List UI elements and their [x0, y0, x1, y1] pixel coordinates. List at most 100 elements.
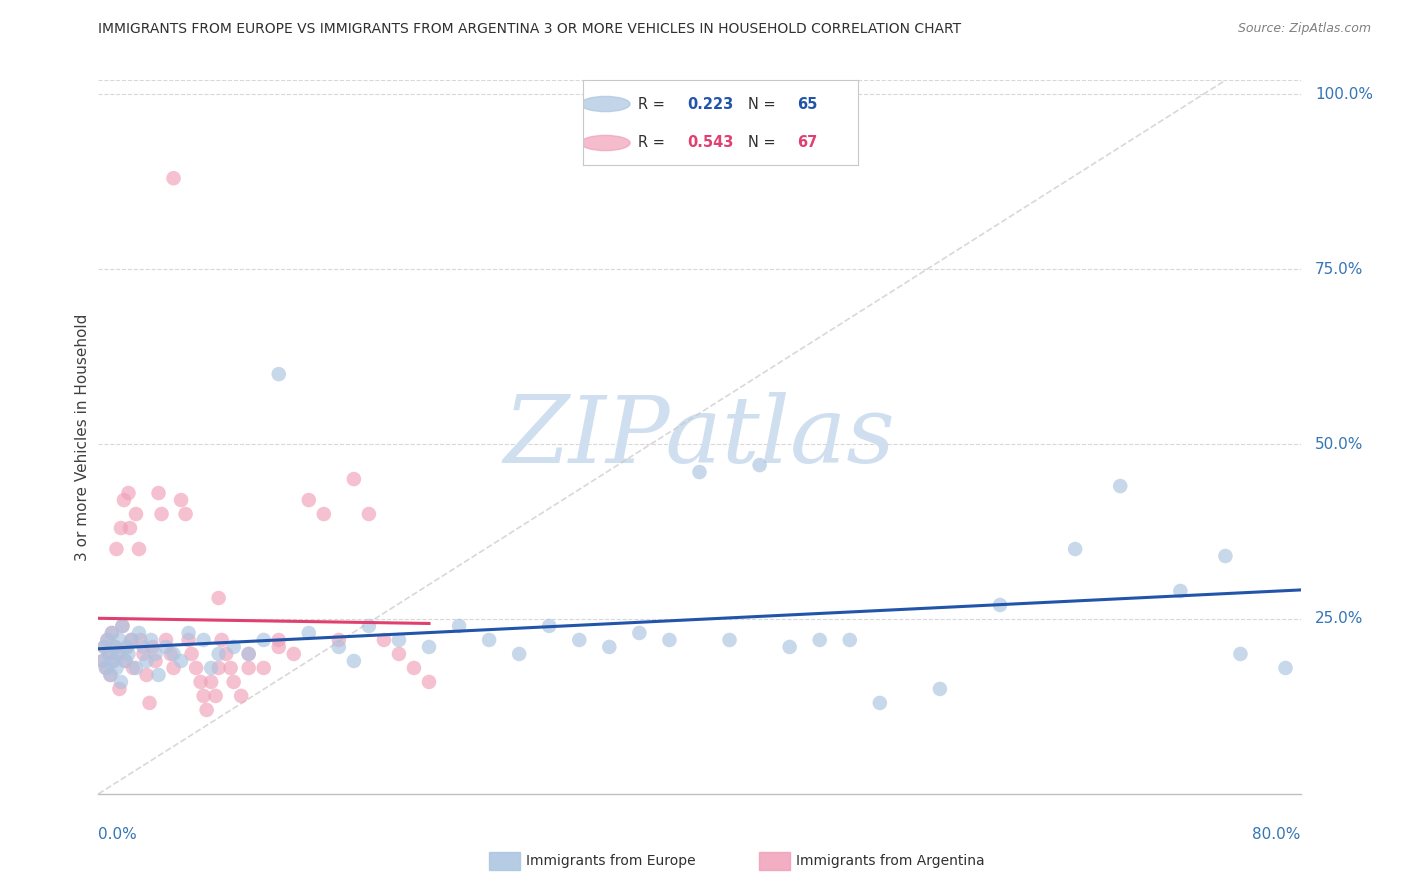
Point — [298, 626, 321, 640]
Point — [162, 647, 184, 661]
Point — [298, 493, 321, 508]
Point — [128, 541, 150, 556]
Y-axis label: 3 or more Vehicles in Household: 3 or more Vehicles in Household — [75, 313, 90, 561]
Point — [1215, 549, 1237, 563]
Text: N =: N = — [748, 136, 780, 151]
Point — [96, 632, 118, 647]
Point — [343, 654, 366, 668]
Point — [478, 632, 501, 647]
Point — [122, 661, 145, 675]
Text: 67: 67 — [797, 136, 818, 151]
Point — [148, 486, 170, 500]
Point — [1064, 541, 1087, 556]
Point — [200, 675, 222, 690]
Text: 50.0%: 50.0% — [1315, 436, 1364, 451]
Point — [1229, 647, 1251, 661]
Point — [162, 171, 184, 186]
Point — [779, 640, 801, 654]
Point — [96, 632, 118, 647]
Text: IMMIGRANTS FROM EUROPE VS IMMIGRANTS FROM ARGENTINA 3 OR MORE VEHICLES IN HOUSEH: IMMIGRANTS FROM EUROPE VS IMMIGRANTS FRO… — [98, 22, 962, 37]
Text: 65: 65 — [797, 96, 818, 112]
Point — [101, 626, 124, 640]
Point — [869, 696, 891, 710]
Point — [128, 626, 150, 640]
Point — [193, 689, 215, 703]
Point — [97, 647, 120, 661]
Text: R =: R = — [638, 136, 669, 151]
Point — [105, 541, 128, 556]
Point — [598, 640, 620, 654]
Point — [658, 632, 681, 647]
Point — [132, 647, 155, 661]
Point — [222, 675, 245, 690]
Point — [253, 632, 276, 647]
Point — [112, 493, 135, 508]
Point — [219, 661, 242, 675]
Text: N =: N = — [748, 96, 780, 112]
Point — [200, 661, 222, 675]
Text: Immigrants from Argentina: Immigrants from Argentina — [796, 854, 984, 868]
Point — [193, 632, 215, 647]
Point — [238, 647, 260, 661]
Point — [108, 632, 131, 647]
Point — [357, 507, 380, 521]
Point — [115, 640, 138, 654]
Point — [125, 507, 148, 521]
Point — [125, 661, 148, 675]
Point — [388, 647, 411, 661]
Point — [93, 640, 115, 654]
Point — [104, 640, 127, 654]
Point — [170, 493, 193, 508]
Point — [253, 661, 276, 675]
Point — [538, 619, 561, 633]
Point — [107, 647, 129, 661]
Point — [107, 647, 129, 661]
Point — [177, 632, 200, 647]
Text: ZIPatlas: ZIPatlas — [503, 392, 896, 482]
Point — [94, 661, 117, 675]
Point — [508, 647, 530, 661]
Point — [104, 640, 127, 654]
Point — [208, 647, 231, 661]
Point — [111, 619, 134, 633]
Point — [105, 661, 128, 675]
Point — [162, 661, 184, 675]
Point — [155, 640, 177, 654]
Point — [101, 626, 124, 640]
Point — [110, 675, 132, 690]
Point — [447, 619, 470, 633]
Text: 0.223: 0.223 — [688, 96, 734, 112]
Point — [418, 675, 440, 690]
Point — [838, 632, 860, 647]
Point — [357, 619, 380, 633]
Point — [111, 619, 134, 633]
Point — [121, 632, 143, 647]
Point — [1170, 584, 1192, 599]
Point — [388, 632, 411, 647]
Point — [100, 668, 122, 682]
Point — [343, 472, 366, 486]
Bar — [759, 852, 790, 870]
Point — [418, 640, 440, 654]
Point — [174, 507, 197, 521]
Point — [121, 632, 143, 647]
Point — [135, 654, 157, 668]
Point — [929, 681, 952, 696]
Point — [267, 367, 290, 381]
Point — [103, 654, 125, 668]
Point — [328, 632, 350, 647]
Point — [91, 654, 114, 668]
Point — [988, 598, 1011, 612]
Point — [195, 703, 218, 717]
Circle shape — [581, 136, 630, 151]
Point — [267, 632, 290, 647]
Point — [91, 654, 114, 668]
Point — [1274, 661, 1296, 675]
Point — [135, 668, 157, 682]
Point — [568, 632, 591, 647]
Point — [145, 654, 167, 668]
Point — [118, 521, 141, 535]
Text: 75.0%: 75.0% — [1315, 261, 1364, 277]
Point — [159, 647, 181, 661]
Point — [373, 632, 395, 647]
